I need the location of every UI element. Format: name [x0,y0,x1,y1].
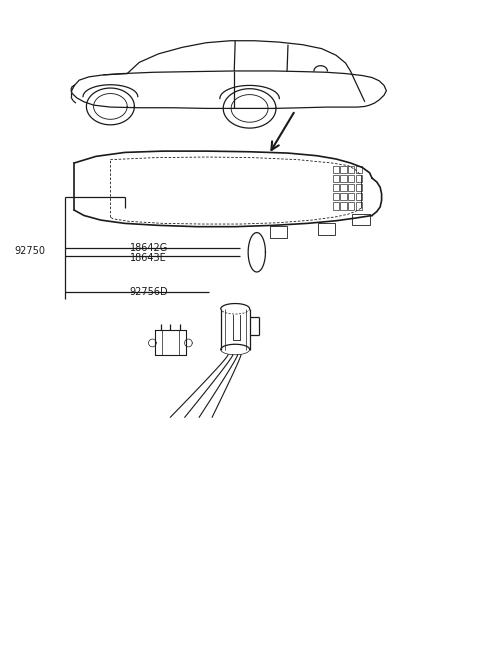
Bar [352,214,370,225]
Text: 18642G: 18642G [130,242,168,253]
Bar [356,184,362,191]
Bar [340,202,347,210]
Text: 92750: 92750 [14,246,46,256]
Bar [348,202,354,210]
Bar [333,202,339,210]
Text: 18643E: 18643E [130,252,167,263]
Bar [348,166,354,173]
Bar [356,193,362,200]
Bar [348,193,354,200]
Bar [340,193,347,200]
Bar [318,223,335,235]
Bar [356,202,362,210]
Bar [333,175,339,182]
Bar [340,166,347,173]
Bar [356,175,362,182]
Bar [270,226,287,238]
Text: 92756D: 92756D [130,287,168,298]
Bar [340,175,347,182]
Bar [333,166,339,173]
Bar [356,166,362,173]
Bar [333,184,339,191]
Bar [340,184,347,191]
Bar [348,184,354,191]
Bar [333,193,339,200]
Bar [348,175,354,182]
